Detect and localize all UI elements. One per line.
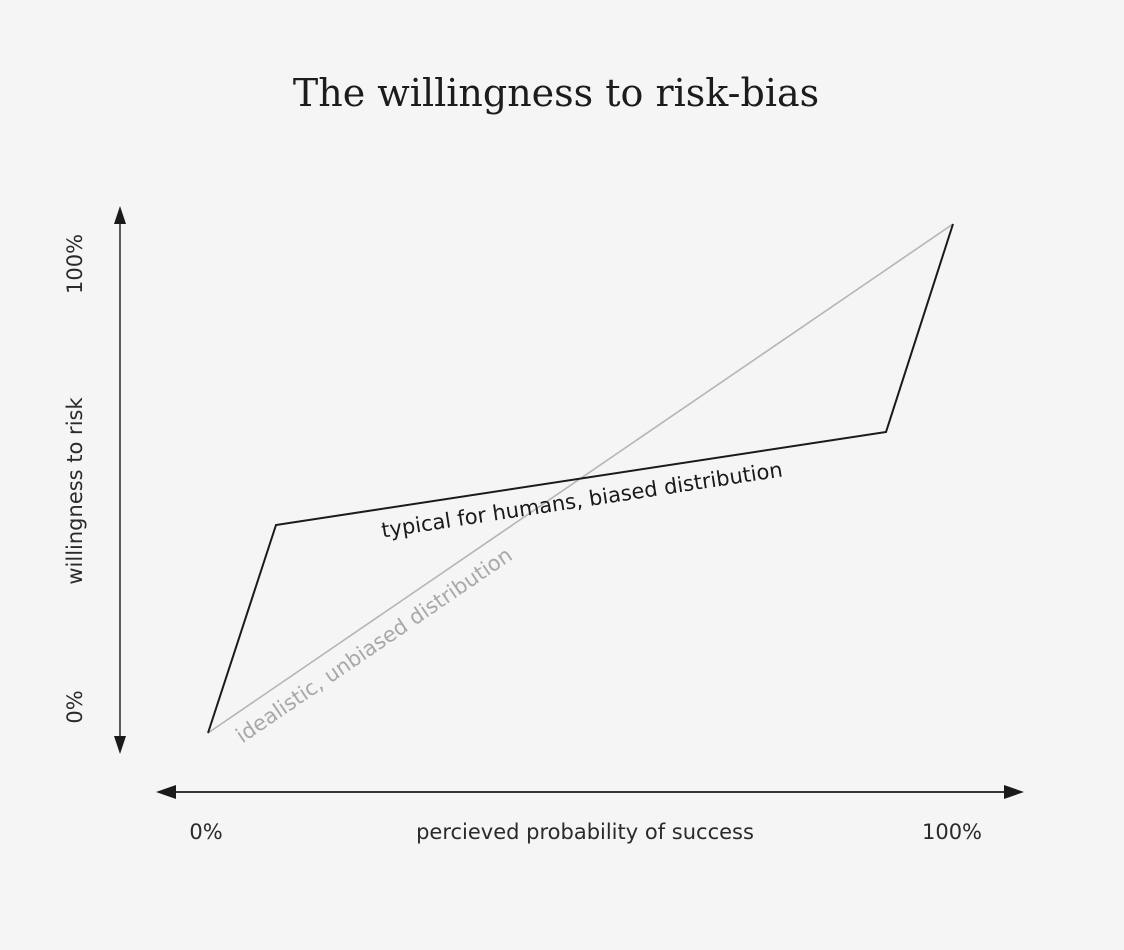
y-axis-max-label: 100% [63, 234, 87, 294]
x-axis-arrow-right-icon [1004, 785, 1024, 799]
x-axis-label: percieved probability of success [416, 820, 754, 844]
biased-distribution-line [207, 223, 954, 734]
x-axis-min-label: 0% [189, 820, 222, 844]
unbiased-distribution-label: idealistic, unbiased distribution [232, 543, 517, 748]
y-axis-arrow-down-icon [114, 736, 126, 754]
y-axis-min-label: 0% [63, 690, 87, 723]
x-axis-arrow-left-icon [156, 785, 176, 799]
diagram-title: The willingness to risk-bias [293, 71, 819, 115]
y-axis-label: willingness to risk [63, 397, 87, 585]
x-axis-max-label: 100% [922, 820, 982, 844]
y-axis-arrow-up-icon [114, 206, 126, 224]
